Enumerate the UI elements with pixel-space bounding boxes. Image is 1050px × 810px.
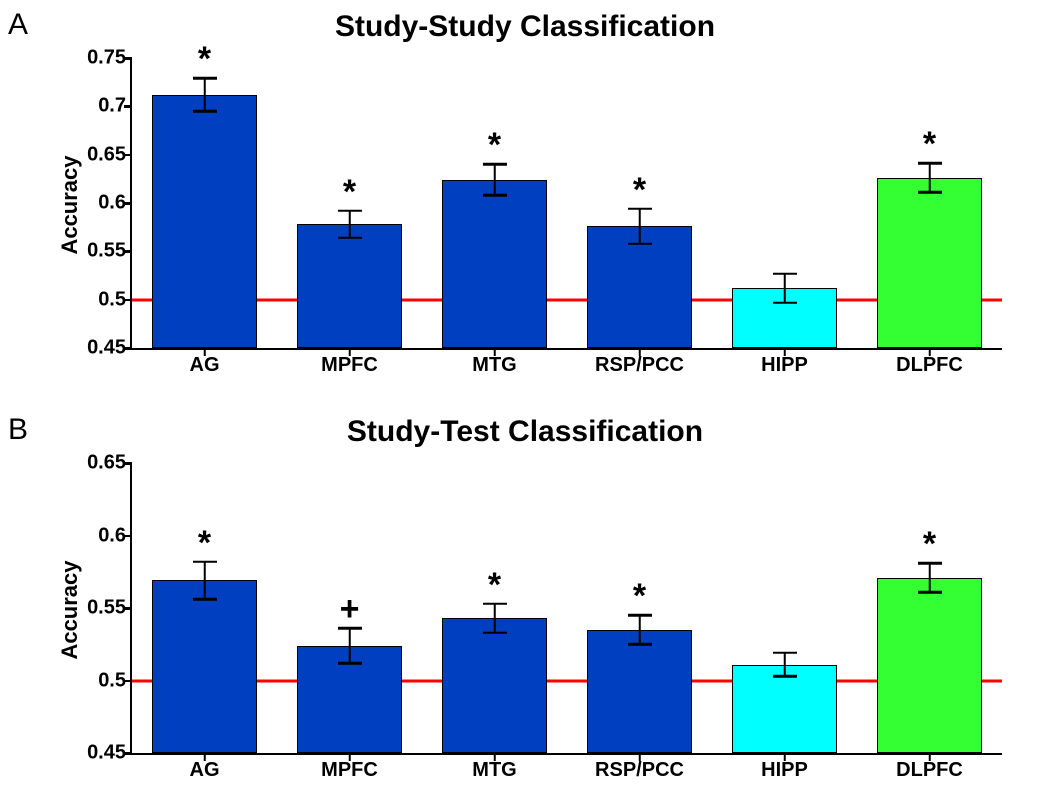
reference-line bbox=[132, 298, 1002, 301]
significance-marker: * bbox=[488, 568, 501, 602]
bar bbox=[442, 180, 546, 348]
x-tick-label: AG bbox=[190, 348, 220, 377]
error-cap bbox=[773, 272, 797, 275]
error-bar bbox=[203, 562, 206, 600]
error-cap bbox=[483, 194, 507, 197]
panel-a-ylabel: Accuracy bbox=[57, 105, 83, 305]
significance-marker: * bbox=[633, 173, 646, 207]
error-bar bbox=[348, 211, 351, 238]
y-tick-label: 0.45 bbox=[66, 742, 132, 765]
error-bar bbox=[928, 163, 931, 192]
panel-b-ylabel: Accuracy bbox=[57, 510, 83, 710]
x-tick-label: MTG bbox=[472, 753, 516, 782]
error-bar bbox=[493, 604, 496, 633]
significance-marker: * bbox=[633, 579, 646, 613]
bar bbox=[152, 95, 256, 348]
panel-a-title: Study-Study Classification bbox=[0, 10, 1050, 44]
error-cap bbox=[338, 237, 362, 240]
error-bar bbox=[203, 78, 206, 111]
significance-marker: * bbox=[198, 42, 211, 76]
y-tick-label: 0.65 bbox=[66, 452, 132, 475]
y-tick-label: 0.45 bbox=[66, 337, 132, 360]
error-cap bbox=[338, 662, 362, 665]
x-tick-label: AG bbox=[190, 753, 220, 782]
significance-marker: + bbox=[340, 592, 360, 626]
panel-b-plot-area: 0.450.50.550.60.65AG*MPFC+MTG*RSP/PCC*HI… bbox=[130, 463, 1002, 755]
error-bar bbox=[493, 164, 496, 195]
x-tick-label: MPFC bbox=[321, 348, 378, 377]
error-cap bbox=[773, 652, 797, 655]
bar bbox=[877, 178, 981, 348]
error-cap bbox=[628, 242, 652, 245]
panel-b: B Study-Test Classification 0.450.50.550… bbox=[0, 405, 1050, 810]
error-cap bbox=[193, 598, 217, 601]
panel-a-plot-area: 0.450.50.550.60.650.70.75AG*MPFC*MTG*RSP… bbox=[130, 58, 1002, 350]
x-tick-label: DLPFC bbox=[896, 753, 963, 782]
error-cap bbox=[918, 591, 942, 594]
x-tick-label: HIPP bbox=[761, 348, 808, 377]
significance-marker: * bbox=[923, 527, 936, 561]
y-tick-label: 0.75 bbox=[66, 47, 132, 70]
error-cap bbox=[773, 301, 797, 304]
significance-marker: * bbox=[343, 175, 356, 209]
significance-marker: * bbox=[198, 526, 211, 560]
x-tick-label: HIPP bbox=[761, 753, 808, 782]
x-tick-label: MTG bbox=[472, 348, 516, 377]
error-cap bbox=[773, 675, 797, 678]
bar bbox=[587, 630, 691, 753]
bar bbox=[297, 224, 401, 348]
error-bar bbox=[638, 615, 641, 644]
bar bbox=[732, 665, 836, 753]
error-bar bbox=[638, 209, 641, 244]
error-bar bbox=[783, 653, 786, 676]
x-tick-label: MPFC bbox=[321, 753, 378, 782]
x-tick-label: RSP/PCC bbox=[595, 348, 684, 377]
panel-b-title: Study-Test Classification bbox=[0, 415, 1050, 449]
x-tick-label: RSP/PCC bbox=[595, 753, 684, 782]
bar bbox=[877, 578, 981, 753]
error-cap bbox=[918, 191, 942, 194]
reference-line bbox=[132, 679, 1002, 682]
bar bbox=[152, 580, 256, 753]
error-cap bbox=[483, 631, 507, 634]
panel-a: A Study-Study Classification 0.450.50.55… bbox=[0, 0, 1050, 405]
error-bar bbox=[348, 628, 351, 663]
error-bar bbox=[928, 563, 931, 592]
significance-marker: * bbox=[488, 128, 501, 162]
bar bbox=[442, 618, 546, 753]
error-cap bbox=[628, 643, 652, 646]
error-bar bbox=[783, 274, 786, 303]
figure-root: A Study-Study Classification 0.450.50.55… bbox=[0, 0, 1050, 810]
x-tick-label: DLPFC bbox=[896, 348, 963, 377]
significance-marker: * bbox=[923, 127, 936, 161]
error-cap bbox=[193, 110, 217, 113]
